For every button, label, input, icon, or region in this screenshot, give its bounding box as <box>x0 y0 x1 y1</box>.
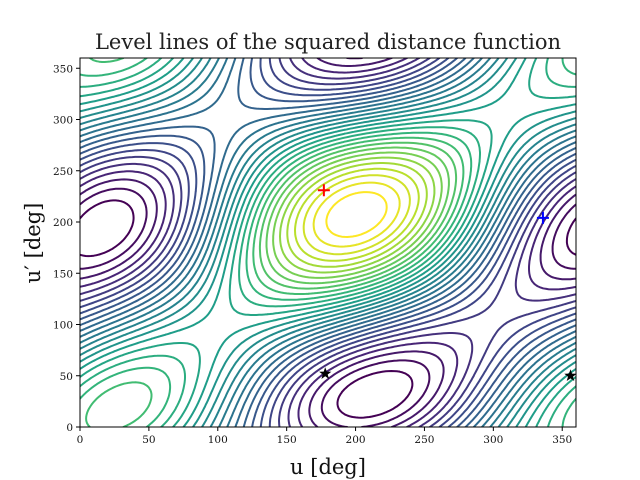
contour-level-21 <box>85 58 465 427</box>
x-tick-label: 0 <box>77 434 84 446</box>
y-tick-label: 200 <box>53 217 73 229</box>
contour-level-14 <box>80 58 576 427</box>
y-tick-label: 0 <box>66 422 73 434</box>
contour-level-28 <box>302 174 411 256</box>
markers <box>317 184 577 381</box>
x-tick-label: 300 <box>483 434 503 446</box>
chart-title: Level lines of the squared distance func… <box>95 30 561 54</box>
x-tick-label: 350 <box>552 434 572 446</box>
x-axis: 0 50 100 150 200 250 300 350 <box>77 427 572 446</box>
y-axis-label: u′ [deg] <box>21 203 45 284</box>
contour-level-11 <box>80 58 576 427</box>
contour-level-19 <box>80 58 576 427</box>
y-tick-label: 300 <box>53 115 73 127</box>
y-tick-label: 100 <box>53 320 73 332</box>
contour-level-12 <box>80 58 576 427</box>
contour-level-24 <box>272 151 443 279</box>
contour-level-16 <box>80 58 576 427</box>
x-tick-label: 50 <box>142 434 155 446</box>
x-tick-label: 150 <box>277 434 297 446</box>
contour-level-1 <box>80 199 576 419</box>
minimum-marker <box>319 367 332 379</box>
y-tick-label: 150 <box>53 268 73 280</box>
contour-level-20 <box>80 58 576 427</box>
x-tick-label: 200 <box>346 434 366 446</box>
contour-level-2 <box>80 58 576 427</box>
contour-level-7 <box>80 58 576 427</box>
contour-level-26 <box>286 162 428 268</box>
contour-level-22 <box>258 141 458 290</box>
contour-level-10 <box>80 58 576 427</box>
y-tick-label: 50 <box>60 371 73 383</box>
x-tick-label: 250 <box>414 434 434 446</box>
x-axis-label: u [deg] <box>290 455 366 479</box>
axes-frame <box>79 57 577 428</box>
contour-level-13 <box>80 58 576 427</box>
contour-level-23 <box>265 146 450 285</box>
contour-level-27 <box>294 167 420 262</box>
maximum-marker <box>317 184 330 197</box>
contour-level-29 <box>312 181 401 248</box>
saddle-marker <box>536 211 549 224</box>
contour-level-25 <box>279 156 436 274</box>
contour-level-9 <box>80 58 576 427</box>
y-axis: 0 50 100 150 200 250 300 350 <box>53 63 80 434</box>
contour-level-6 <box>80 58 576 427</box>
plot-area <box>79 57 577 428</box>
contour-level-3 <box>80 58 576 427</box>
contour-level-5 <box>80 58 576 427</box>
contour-level-15 <box>80 58 576 427</box>
y-tick-label: 250 <box>53 166 73 178</box>
contour-level-30 <box>325 191 388 238</box>
x-tick-label: 100 <box>208 434 228 446</box>
contour-level-8 <box>80 58 576 427</box>
y-tick-label: 350 <box>53 63 73 75</box>
minimum-marker <box>564 369 577 381</box>
